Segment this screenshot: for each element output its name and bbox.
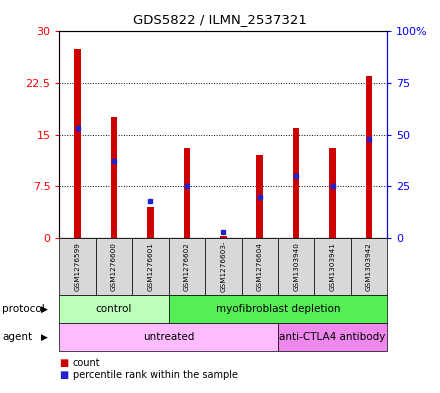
Bar bbox=[329, 148, 336, 238]
Text: GSM1276604: GSM1276604 bbox=[257, 242, 263, 291]
Text: GSM1276599: GSM1276599 bbox=[75, 242, 81, 291]
Text: GSM1303942: GSM1303942 bbox=[366, 242, 372, 291]
Text: percentile rank within the sample: percentile rank within the sample bbox=[73, 370, 238, 380]
Text: ■: ■ bbox=[59, 370, 69, 380]
Text: GSM1303940: GSM1303940 bbox=[293, 242, 299, 291]
Bar bbox=[183, 148, 190, 238]
Bar bbox=[147, 207, 154, 238]
Text: ▶: ▶ bbox=[41, 333, 48, 342]
Text: anti-CTLA4 antibody: anti-CTLA4 antibody bbox=[279, 332, 386, 342]
Text: protocol: protocol bbox=[2, 304, 45, 314]
Text: GDS5822 / ILMN_2537321: GDS5822 / ILMN_2537321 bbox=[133, 13, 307, 26]
Text: control: control bbox=[96, 304, 132, 314]
Text: ▶: ▶ bbox=[41, 305, 48, 313]
Text: GSM1276600: GSM1276600 bbox=[111, 242, 117, 291]
Bar bbox=[257, 155, 263, 238]
Text: agent: agent bbox=[2, 332, 32, 342]
Bar bbox=[220, 236, 227, 238]
Text: count: count bbox=[73, 358, 100, 368]
Text: ■: ■ bbox=[59, 358, 69, 368]
Text: GSM1276602: GSM1276602 bbox=[184, 242, 190, 291]
Text: GSM1276603-: GSM1276603- bbox=[220, 241, 226, 292]
Bar bbox=[366, 76, 372, 238]
Text: untreated: untreated bbox=[143, 332, 194, 342]
Text: GSM1276601: GSM1276601 bbox=[147, 242, 154, 291]
Bar bbox=[74, 49, 81, 238]
Bar bbox=[111, 118, 117, 238]
Text: myofibroblast depletion: myofibroblast depletion bbox=[216, 304, 340, 314]
Bar bbox=[293, 128, 300, 238]
Text: GSM1303941: GSM1303941 bbox=[330, 242, 336, 291]
